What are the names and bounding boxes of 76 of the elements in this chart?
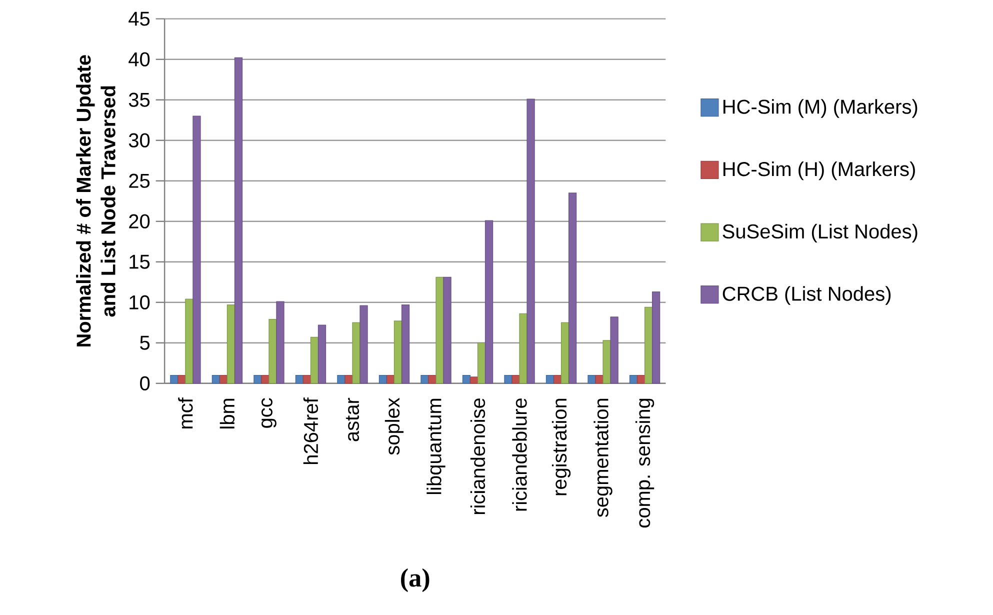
bar xyxy=(318,324,326,384)
bar xyxy=(337,374,346,384)
x-tick-label: astar xyxy=(346,398,360,442)
x-tick-label: riciandeblure xyxy=(512,398,527,511)
x-tick-label: lbm xyxy=(220,398,235,428)
bar xyxy=(352,322,360,384)
bar xyxy=(636,374,646,384)
bar xyxy=(178,374,186,384)
bar xyxy=(386,374,395,384)
y-tick-label: 5 xyxy=(140,336,150,350)
y-tick-label: 45 xyxy=(128,12,150,26)
bar xyxy=(443,276,452,384)
bar xyxy=(234,57,243,384)
bar xyxy=(519,313,528,384)
bar xyxy=(602,340,611,384)
bar xyxy=(295,374,304,384)
x-tick-label: gcc xyxy=(262,398,276,428)
bar xyxy=(610,316,618,384)
bar xyxy=(546,374,554,384)
bar xyxy=(504,374,512,384)
bar xyxy=(226,304,236,384)
bar xyxy=(360,305,368,384)
bar xyxy=(470,376,478,384)
y-tick-label: 10 xyxy=(130,295,150,310)
y-tick-label: 30 xyxy=(128,133,150,148)
bar xyxy=(560,322,570,384)
bar xyxy=(588,374,596,384)
bar xyxy=(420,374,429,384)
x-tick-label: registration xyxy=(552,398,571,495)
bar xyxy=(268,318,277,384)
legend-label: SuSeSim (List Nodes) xyxy=(722,224,918,242)
bar xyxy=(652,291,660,384)
bar xyxy=(394,320,402,384)
y-axis-title: Normalized # of Marker Update and List Node Traversed xyxy=(76,54,116,346)
bar xyxy=(428,374,436,384)
y-tick-label: 15 xyxy=(130,254,150,269)
bar xyxy=(276,301,284,384)
bar xyxy=(553,374,562,384)
bar xyxy=(185,298,194,384)
x-tick-label: riciandenoise xyxy=(470,398,486,514)
bar xyxy=(644,306,653,384)
bar xyxy=(170,374,178,384)
bar xyxy=(302,374,312,384)
legend-label: HC-Sim (H) (Markers) xyxy=(723,161,915,180)
bar xyxy=(568,192,577,384)
x-tick-label: segmentation xyxy=(594,398,612,517)
bar xyxy=(462,374,471,384)
bar xyxy=(436,276,444,384)
bar xyxy=(512,374,520,384)
y-tick-label: 25 xyxy=(129,174,150,188)
bar xyxy=(254,374,262,384)
legend-label: HC-Sim (M) (Markers) xyxy=(723,99,918,118)
bar xyxy=(212,374,220,384)
bar xyxy=(344,374,353,384)
bar xyxy=(484,220,494,384)
text: (a) xyxy=(401,568,430,592)
bar xyxy=(261,374,270,384)
bar xyxy=(526,98,535,384)
y-tick-label: 35 xyxy=(128,92,150,107)
bar xyxy=(629,374,638,384)
y-tick-label: 40 xyxy=(128,52,150,66)
bar xyxy=(477,342,486,384)
x-tick-label: h264ref xyxy=(303,397,318,464)
bar xyxy=(401,304,410,384)
x-tick-label: mcf xyxy=(178,397,193,428)
y-tick-label: 20 xyxy=(129,214,150,228)
legend-label: CRCB (List Nodes) xyxy=(722,286,891,305)
bar xyxy=(378,374,388,384)
bar xyxy=(310,336,319,384)
bar xyxy=(595,374,604,384)
bar xyxy=(219,374,228,384)
x-tick-label: soplex xyxy=(384,398,404,455)
x-tick-label: libquantum xyxy=(426,398,446,494)
bar xyxy=(192,116,201,384)
x-tick-label: comp. sensing xyxy=(635,398,654,528)
y-tick-label: 0 xyxy=(140,376,150,390)
